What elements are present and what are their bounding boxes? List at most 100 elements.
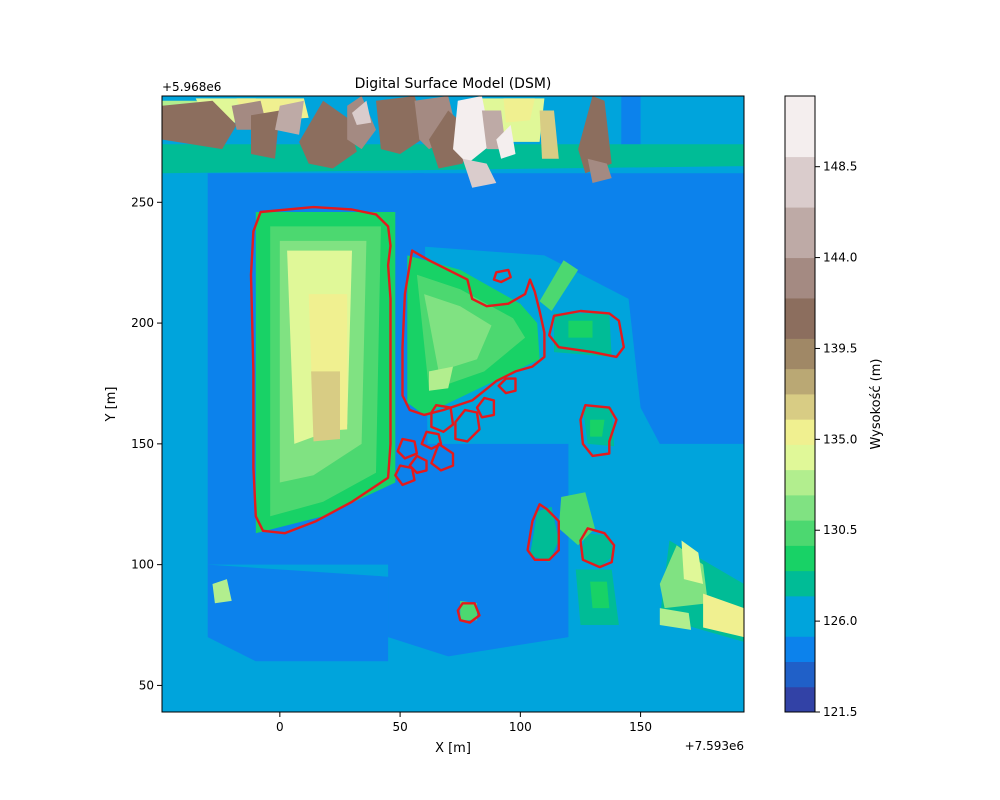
region-large-field-level-6: [311, 371, 340, 442]
outline-c8: [408, 454, 428, 474]
colorbar-level-7: [785, 494, 815, 521]
region-north-hills-level-2: [251, 110, 280, 159]
x-axis-ticks: 0 50 100 150: [276, 712, 652, 734]
y-tick-label-200: 200: [131, 316, 154, 330]
outline-c6: [396, 437, 419, 460]
plot-frame: [161, 95, 745, 713]
dsm-heatmap: [162, 96, 744, 712]
region-se-building-level-3: [703, 593, 744, 638]
x-tick-label-0: 0: [276, 720, 284, 734]
region-dark-water: [207, 96, 744, 662]
region-se-building-level-4: [659, 608, 692, 630]
colorbar-tick-label-148.5: 148.5: [823, 160, 857, 174]
region-patch-lower-level-1: [590, 581, 610, 609]
colorbar-tick-label-135.0: 135.0: [823, 432, 857, 446]
region-north-hills-level-0: [162, 100, 237, 150]
colorbar: 121.5 126.0 130.5 135.0 139.5 144.0 148.5 Wyso…: [784, 95, 884, 719]
colorbar-level-12: [785, 368, 815, 395]
region-bottom-green-level-0: [460, 600, 477, 621]
colorbar-frame: [784, 95, 816, 713]
colorbar-level-17: [785, 156, 815, 208]
region-north-hills-level-11: [462, 158, 497, 188]
region-ne-diagonal-level-0: [539, 260, 579, 311]
region-middle-field-level-2: [424, 294, 492, 372]
outline-east-small: [579, 404, 618, 458]
colorbar-level-0: [785, 686, 815, 713]
outline-south-east-blob: [579, 527, 616, 569]
colorbar-tick-label-121.5: 121.5: [823, 705, 857, 719]
outline-c9: [394, 464, 416, 487]
x-tick-label-50: 50: [392, 720, 407, 734]
region-patch-lower: [575, 569, 619, 625]
region-north-hills-level-6: [352, 100, 372, 125]
outline-east-block: [548, 309, 625, 359]
region-large-field: [207, 173, 429, 565]
colorbar-level-6: [785, 520, 815, 546]
region-north-hills-level-14: [578, 96, 612, 174]
colorbar-level-9: [785, 444, 815, 471]
y-axis-ticks: 50 100 150 200 250: [131, 195, 162, 692]
field-outlines: [249, 205, 625, 624]
outline-north-small: [492, 268, 512, 284]
colorbar-level-1: [785, 661, 815, 688]
colorbar-tick-label-130.5: 130.5: [823, 523, 857, 537]
y-tick-label-50: 50: [139, 678, 154, 692]
region-bottom-green: [460, 600, 477, 621]
y-axis-label: Y [m]: [104, 387, 119, 423]
colorbar-level-4: [785, 570, 815, 597]
colorbar-level-3: [785, 595, 815, 637]
outline-c2: [475, 396, 496, 419]
colorbar-level-16: [785, 207, 815, 259]
outline-c7: [430, 442, 455, 472]
outline-large-field: [249, 205, 392, 535]
region-east-small-level-1: [590, 419, 605, 437]
region-dark-water-level-3: [621, 96, 641, 154]
outline-south-blob: [526, 503, 560, 561]
colorbar-level-15: [785, 257, 815, 299]
region-se-building-level-2: [681, 540, 704, 584]
colorbar-levels: [785, 96, 815, 713]
y-tick-label-100: 100: [131, 558, 154, 572]
colorbar-tick-label-126.0: 126.0: [823, 614, 857, 628]
colorbar-tick-label-144.0: 144.0: [823, 251, 857, 265]
x-axis-label: X [m]: [435, 741, 471, 756]
colorbar-level-2: [785, 636, 815, 663]
outline-middle-field: [401, 249, 546, 417]
region-sw-patch-level-0: [212, 579, 232, 604]
region-north-hills-level-3: [275, 100, 304, 135]
region-sw-patch: [212, 579, 232, 604]
colorbar-level-13: [785, 338, 815, 370]
y-tick-label-250: 250: [131, 195, 154, 209]
x-tick-label-150: 150: [629, 720, 652, 734]
colorbar-ticks: 121.5 126.0 130.5 135.0 139.5 144.0 148.5: [815, 160, 857, 719]
colorbar-tick-label-139.5: 139.5: [823, 341, 857, 355]
y-offset-label: +5.968e6: [162, 80, 221, 94]
region-north-strip-level-6: [539, 110, 559, 159]
region-south-east-blob: [580, 533, 615, 568]
outline-c4: [454, 408, 481, 443]
colorbar-label: Wysokość (m): [869, 359, 884, 450]
colorbar-level-14: [785, 297, 815, 339]
region-south-blob-level-0: [530, 506, 559, 563]
colorbar-level-5: [785, 545, 815, 572]
colorbar-level-8: [785, 469, 815, 496]
colorbar-level-11: [785, 393, 815, 420]
region-se-building: [659, 540, 744, 642]
chart-title: Digital Surface Model (DSM): [355, 76, 552, 92]
region-north-hills-level-15: [587, 158, 612, 183]
region-dark-water-level-0: [412, 173, 744, 444]
region-north-hills-level-10: [453, 96, 492, 164]
outline-c5: [420, 430, 443, 450]
region-north-strip-level-5: [503, 98, 535, 123]
region-dark-water-level-2: [207, 564, 389, 662]
x-offset-label: +7.593e6: [685, 739, 744, 753]
region-north-hills: [162, 96, 612, 188]
region-east-block-level-1: [568, 320, 593, 338]
outline-c3: [430, 404, 455, 433]
region-middle-field-level-3: [429, 366, 453, 391]
x-tick-label-100: 100: [509, 720, 532, 734]
colorbar-level-10: [785, 419, 815, 445]
region-south-east-blob-level-0: [580, 533, 615, 568]
region-east-small: [582, 407, 615, 447]
